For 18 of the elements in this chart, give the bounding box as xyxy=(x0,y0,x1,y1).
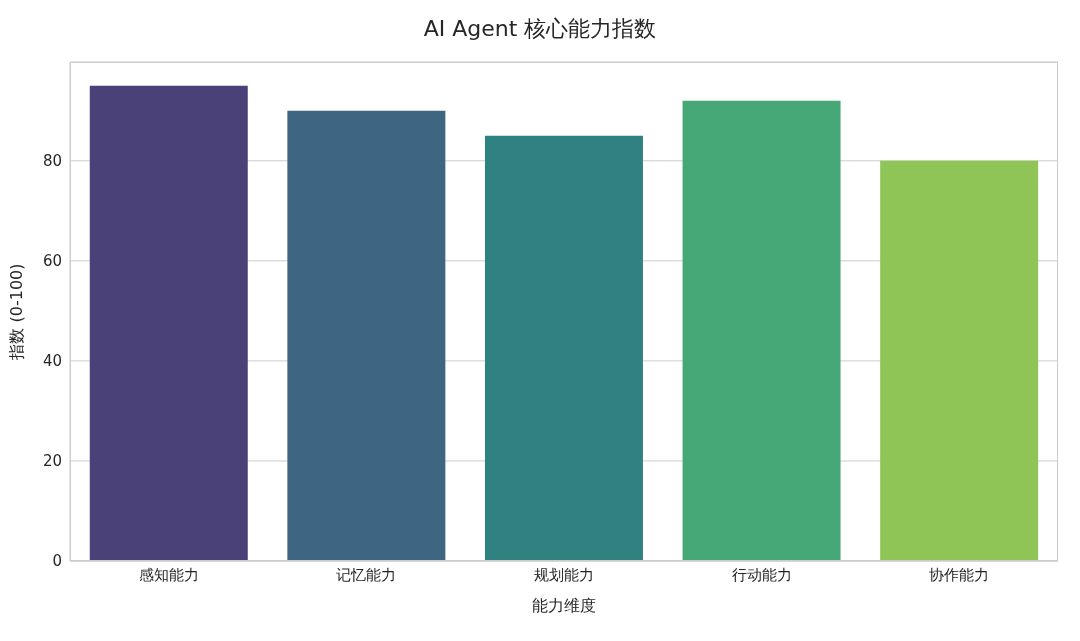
y-tick-label: 40 xyxy=(42,352,62,371)
bar xyxy=(880,160,1039,561)
bar xyxy=(484,135,643,561)
x-tick-label: 感知能力 xyxy=(138,565,199,584)
y-tick-label: 20 xyxy=(42,452,62,471)
chart-title: AI Agent 核心能力指数 xyxy=(422,15,658,43)
y-tick-label: 0 xyxy=(52,552,62,571)
x-tick-label: 协作能力 xyxy=(929,565,990,584)
y-tick-label: 60 xyxy=(42,252,62,271)
x-tick-label: 记忆能力 xyxy=(336,565,397,584)
x-axis-title: 能力维度 xyxy=(532,596,596,615)
bar xyxy=(287,110,446,561)
x-tick-label: 行动能力 xyxy=(731,565,792,584)
y-axis-title: 指数 (0-100) xyxy=(6,263,26,361)
x-tick-label: 规划能力 xyxy=(534,565,594,584)
bar xyxy=(89,85,248,561)
y-tick-label: 80 xyxy=(42,152,62,171)
bar xyxy=(682,100,841,561)
